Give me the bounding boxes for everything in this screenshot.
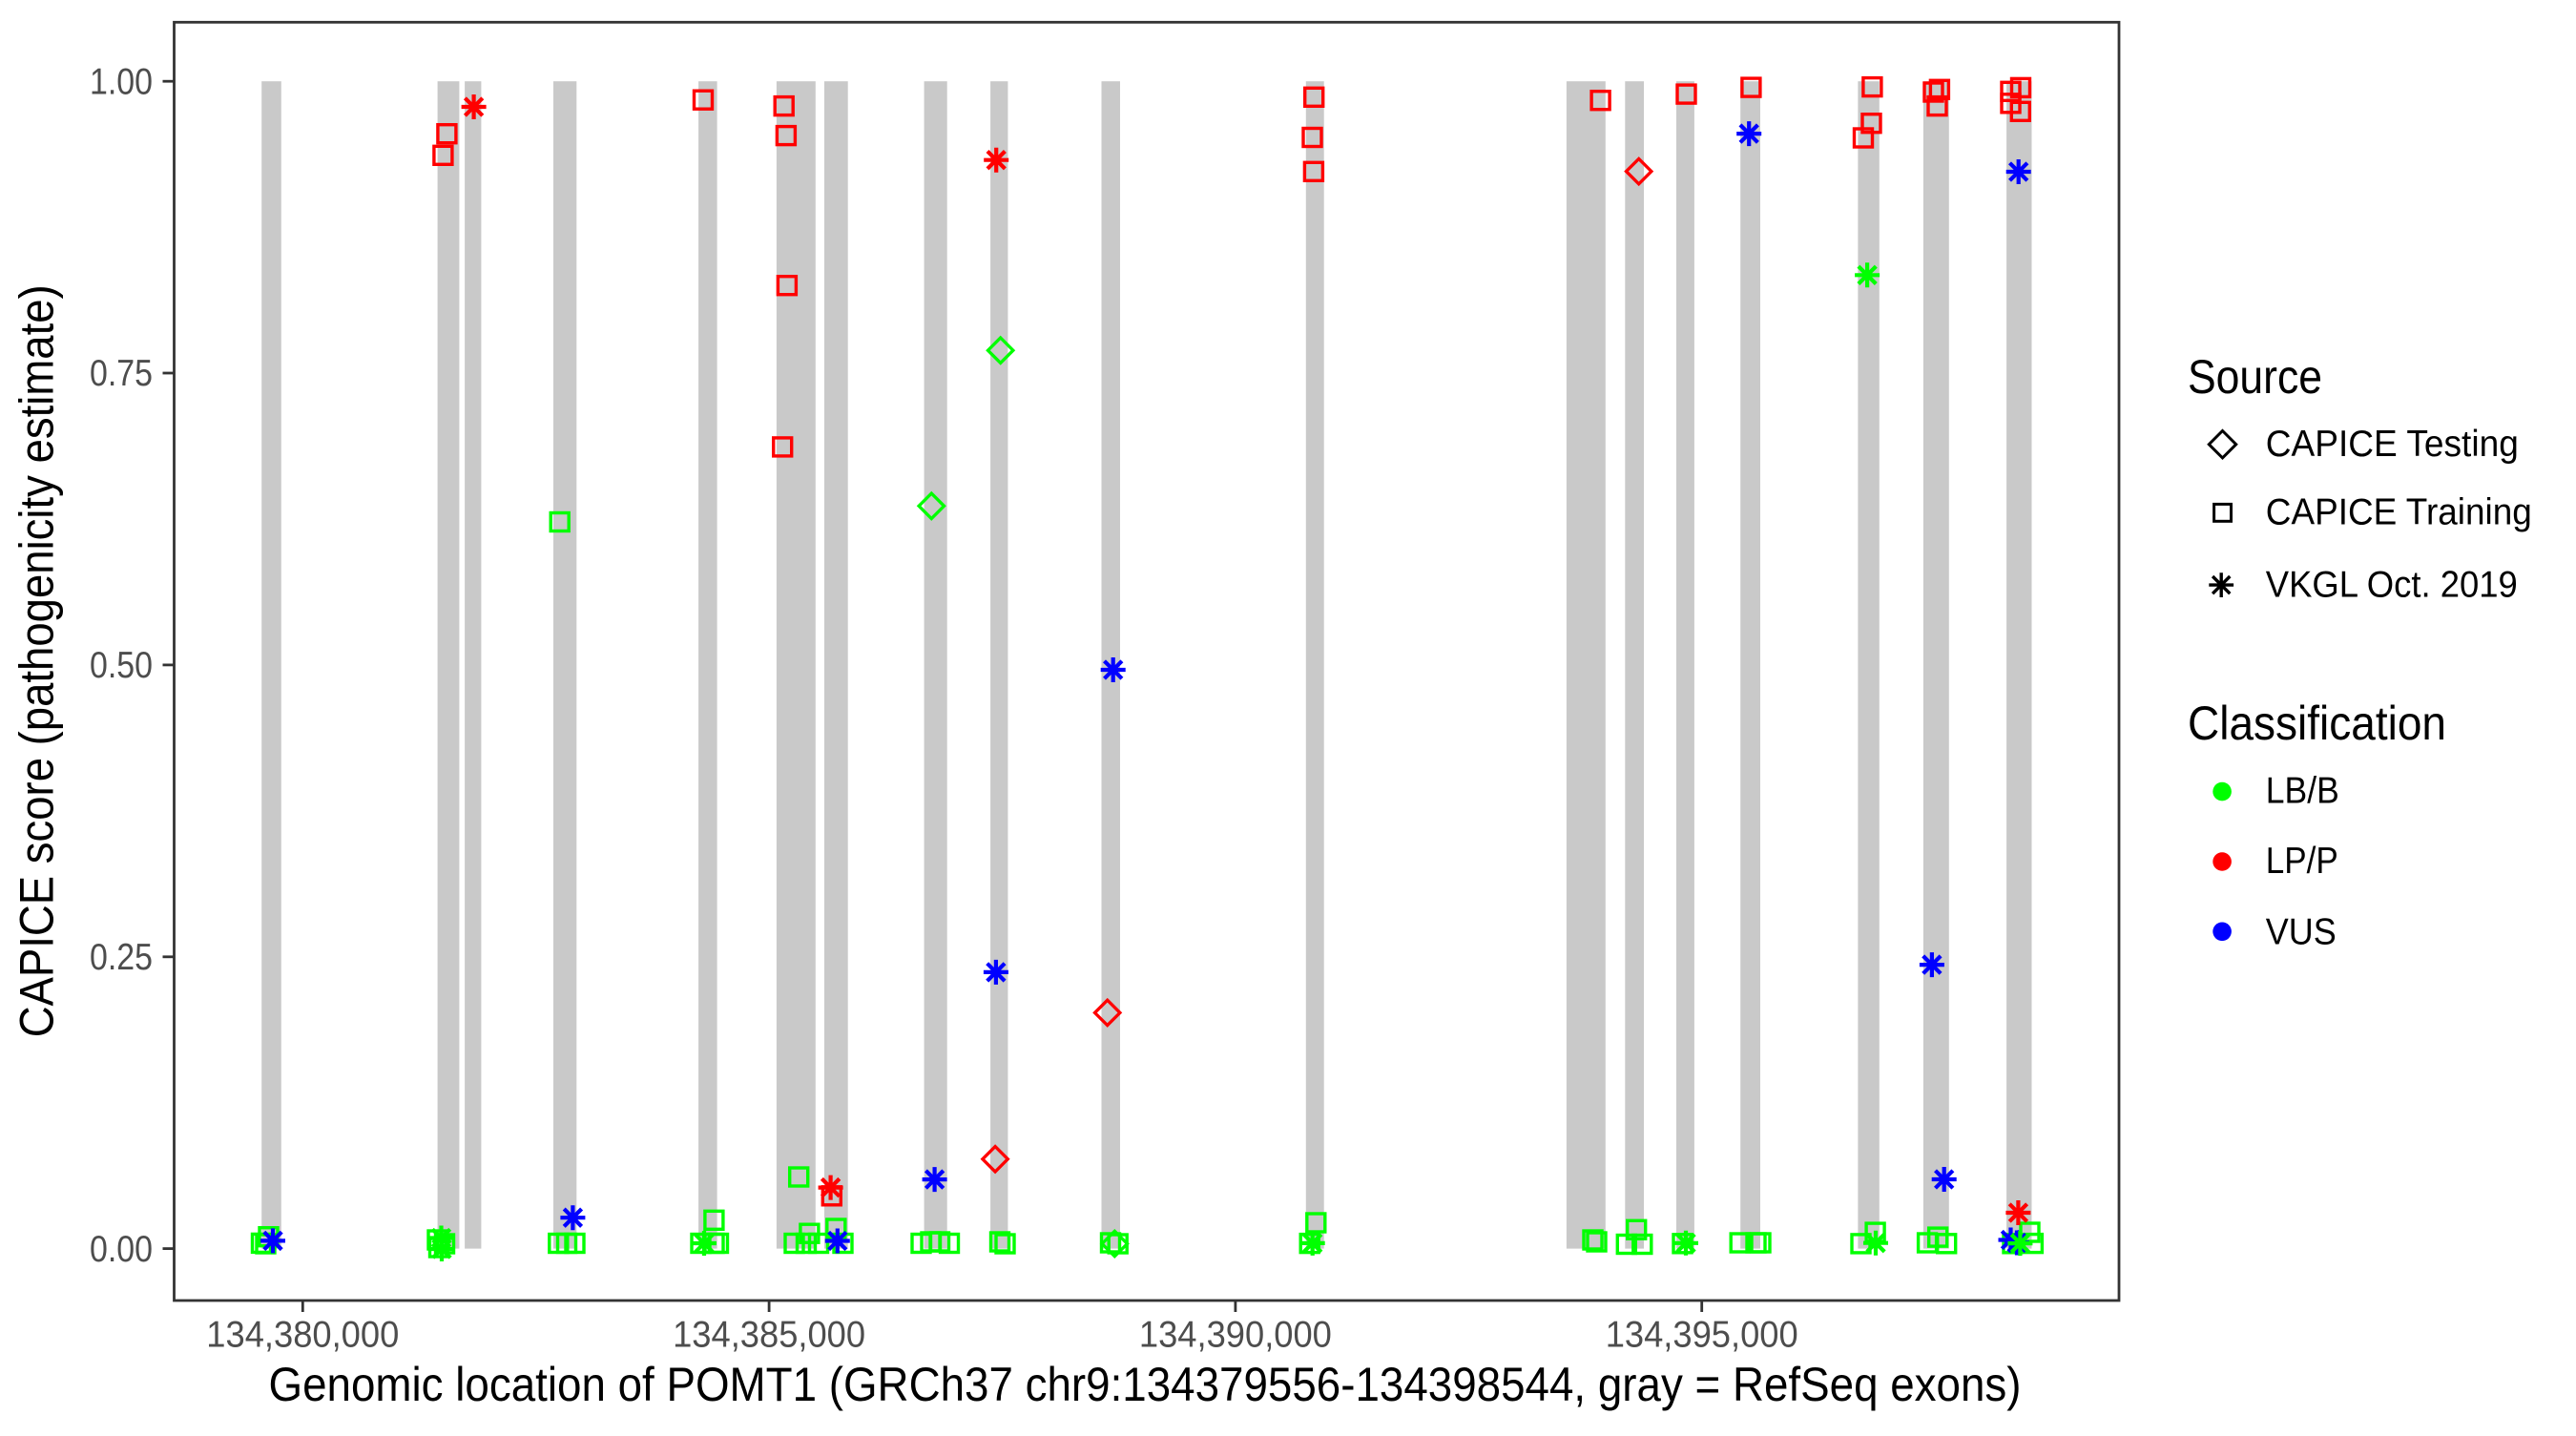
svg-text:CAPICE Training: CAPICE Training [2266,492,2532,533]
svg-text:Source: Source [2188,350,2322,404]
svg-text:LP/P: LP/P [2266,841,2338,882]
svg-text:CAPICE score (pathogenicity es: CAPICE score (pathogenicity estimate) [10,284,64,1037]
svg-text:VKGL Oct. 2019: VKGL Oct. 2019 [2266,564,2518,605]
svg-text:0.50: 0.50 [90,645,153,686]
svg-text:134,395,000: 134,395,000 [1606,1315,1798,1356]
svg-text:Classification: Classification [2188,697,2446,750]
svg-text:1.00: 1.00 [90,61,153,102]
svg-text:134,390,000: 134,390,000 [1139,1315,1332,1356]
svg-text:134,380,000: 134,380,000 [206,1315,399,1356]
svg-text:0.75: 0.75 [90,353,153,394]
svg-text:LB/B: LB/B [2266,770,2339,811]
svg-text:0.25: 0.25 [90,937,153,978]
svg-text:VUS: VUS [2266,911,2337,952]
svg-text:0.00: 0.00 [90,1229,153,1270]
svg-text:CAPICE Testing: CAPICE Testing [2266,424,2519,465]
svg-text:134,385,000: 134,385,000 [673,1315,865,1356]
svg-text:Genomic location of POMT1 (GRC: Genomic location of POMT1 (GRCh37 chr9:1… [269,1358,2022,1411]
